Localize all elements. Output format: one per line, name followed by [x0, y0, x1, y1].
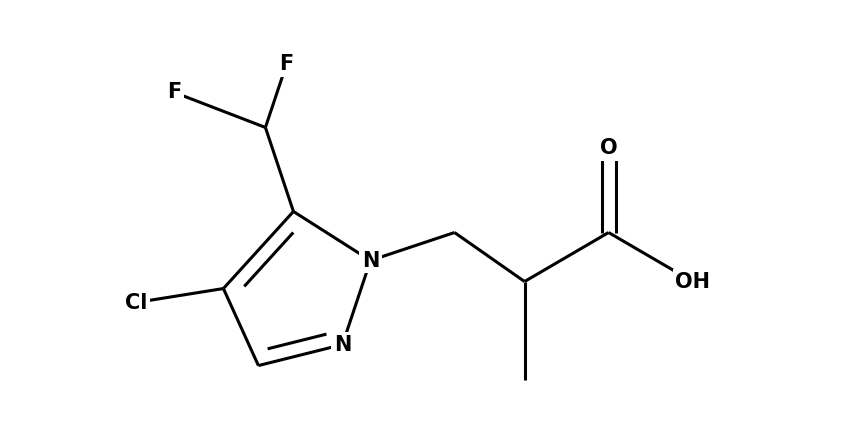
Text: Cl: Cl [124, 293, 147, 313]
Text: F: F [279, 55, 293, 75]
Text: O: O [599, 139, 617, 159]
Text: N: N [333, 335, 351, 355]
Text: F: F [167, 83, 181, 103]
Text: OH: OH [674, 272, 710, 292]
Text: N: N [361, 250, 379, 270]
